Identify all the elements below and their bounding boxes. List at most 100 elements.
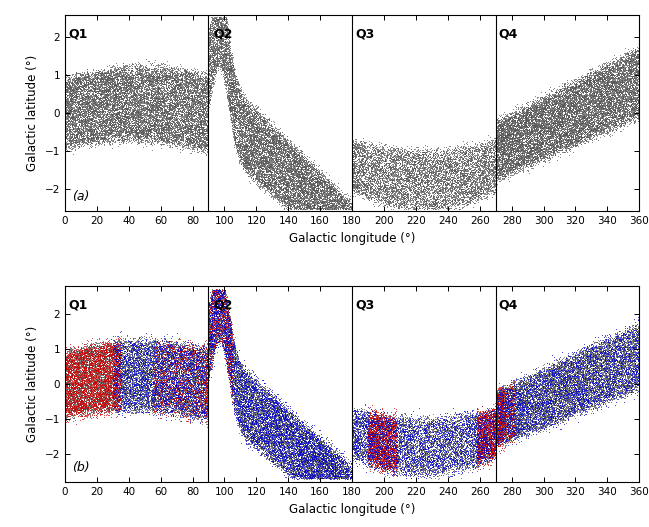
Point [161,372,171,380]
Point [504,401,515,409]
Point [127,134,138,143]
Point [210,322,220,330]
Point [486,165,496,173]
Point [190,346,201,355]
Point [275,131,285,140]
Point [79,369,90,377]
Point [481,406,491,414]
Point [183,361,193,369]
Point [384,440,394,448]
Point [580,112,591,121]
Point [447,199,458,208]
Point [275,435,285,444]
Point [189,398,199,407]
Point [511,404,521,413]
Point [426,185,437,193]
Point [60,394,71,403]
Point [476,157,487,165]
Point [239,146,249,154]
Point [382,468,393,476]
Point [276,128,287,136]
Point [149,357,160,365]
Point [557,371,567,379]
Point [98,345,108,354]
Point [290,157,300,165]
Point [66,114,76,122]
Point [267,435,278,444]
Point [371,411,382,419]
Point [515,408,525,417]
Point [94,364,104,373]
Point [112,382,122,390]
Point [224,340,234,349]
Point [432,433,443,442]
Point [421,160,431,168]
Point [164,341,175,350]
Point [361,181,372,190]
Point [411,425,421,433]
Point [224,328,234,336]
Point [63,384,73,392]
Point [256,442,267,450]
Point [517,403,528,411]
Point [173,390,183,398]
Point [316,463,326,471]
Point [504,414,515,422]
Point [152,134,162,143]
Point [520,422,531,431]
Point [620,376,631,384]
Point [190,124,200,132]
Point [108,115,119,123]
Point [572,98,582,106]
Point [166,344,177,353]
Point [533,406,543,414]
Point [493,433,504,441]
Point [229,342,239,350]
Point [426,425,437,434]
Point [251,115,261,123]
Point [495,144,506,152]
Point [64,393,74,401]
Point [76,350,86,359]
Point [419,174,430,182]
Point [188,350,198,358]
Point [247,168,258,176]
Point [228,377,238,385]
Point [455,447,465,456]
Point [279,434,289,442]
Point [78,354,88,363]
Point [563,105,574,113]
Point [113,398,123,406]
Point [192,134,202,142]
Point [179,121,190,130]
Point [575,376,585,384]
Point [389,159,400,168]
Point [591,355,601,363]
Point [124,75,134,83]
Point [551,107,561,115]
Point [347,170,358,179]
Point [445,155,456,163]
Point [497,392,508,401]
Point [509,426,520,435]
Point [210,45,221,54]
Point [93,367,103,375]
Point [82,392,93,400]
Point [382,183,392,192]
Point [177,122,188,130]
Point [562,387,572,396]
Point [80,85,91,93]
Point [422,164,433,172]
Point [553,389,563,397]
Point [578,348,588,357]
Point [506,136,516,145]
Point [93,381,104,389]
Point [618,334,628,342]
Point [502,403,512,411]
Point [496,427,507,435]
Point [369,189,379,198]
Point [598,337,609,345]
Point [74,125,84,134]
Point [189,68,199,76]
Point [219,287,230,295]
